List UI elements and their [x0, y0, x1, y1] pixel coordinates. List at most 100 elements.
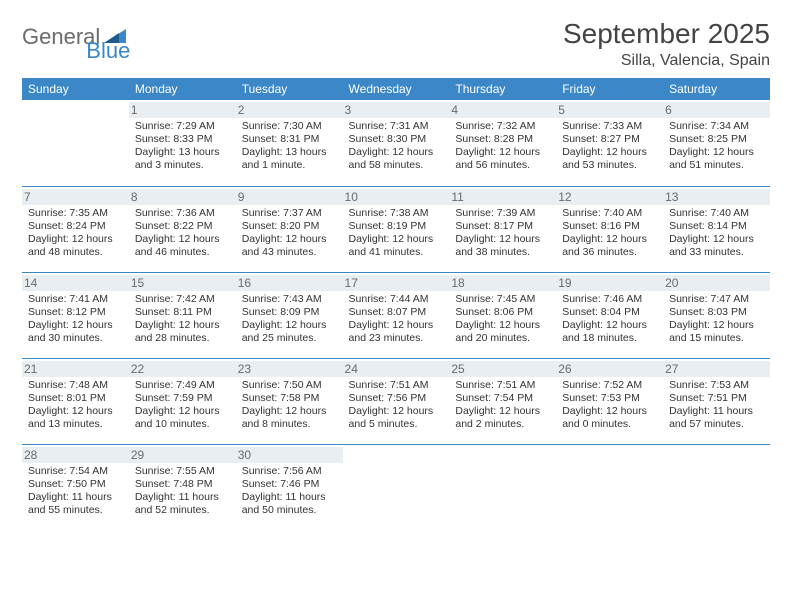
weekday-header: Saturday [663, 78, 770, 100]
calendar-cell: 9Sunrise: 7:37 AMSunset: 8:20 PMDaylight… [236, 186, 343, 272]
cell-line: Sunset: 7:48 PM [135, 478, 230, 491]
header: General Blue September 2025 Silla, Valen… [22, 18, 770, 70]
cell-line: Daylight: 11 hours and 57 minutes. [669, 405, 764, 431]
cell-line: Sunset: 8:22 PM [135, 220, 230, 233]
weekday-header: Wednesday [343, 78, 450, 100]
cell-line: Daylight: 12 hours and 2 minutes. [455, 405, 550, 431]
cell-line: Daylight: 12 hours and 30 minutes. [28, 319, 123, 345]
day-number: 17 [343, 275, 450, 291]
cell-line: Sunrise: 7:33 AM [562, 120, 657, 133]
calendar-week-row: 21 Sunrise: 7:48 AMSunset: 8:01 PM Dayligh… [22, 358, 770, 444]
calendar-cell: 20Sunrise: 7:47 AMSunset: 8:03 PMDayligh… [663, 272, 770, 358]
cell-line: Sunrise: 7:40 AM [562, 207, 657, 220]
calendar-cell: 15Sunrise: 7:42 AMSunset: 8:11 PMDayligh… [129, 272, 236, 358]
cell-line: Sunset: 8:12 PM [28, 306, 123, 319]
cell-line: Sunrise: 7:30 AM [242, 120, 337, 133]
cell-line: Daylight: 12 hours and 5 minutes. [349, 405, 444, 431]
cell-line: Daylight: 12 hours and 0 minutes. [562, 405, 657, 431]
cell-line: Sunrise: 7:35 AM [28, 207, 123, 220]
calendar-cell: 30Sunrise: 7:56 AMSunset: 7:46 PMDayligh… [236, 444, 343, 530]
day-number [449, 447, 556, 463]
calendar-cell: 13Sunrise: 7:40 AMSunset: 8:14 PMDayligh… [663, 186, 770, 272]
calendar-cell [556, 444, 663, 530]
calendar-cell: 1Sunrise: 7:29 AMSunset: 8:33 PMDaylight… [129, 100, 236, 186]
day-number: 21 [22, 361, 129, 377]
cell-line: Sunrise: 7:50 AM [242, 379, 337, 392]
calendar-cell: 26Sunrise: 7:52 AMSunset: 7:53 PMDayligh… [556, 358, 663, 444]
day-number: 4 [449, 102, 556, 118]
cell-line: Sunset: 8:07 PM [349, 306, 444, 319]
cell-line: Sunrise: 7:32 AM [455, 120, 550, 133]
calendar-cell: 23 Sunrise: 7:50 AMSunset: 7:58 PMDayligh… [236, 358, 343, 444]
weekday-header: Friday [556, 78, 663, 100]
calendar-cell: 7Sunrise: 7:35 AMSunset: 8:24 PMDaylight… [22, 186, 129, 272]
calendar-week-row: 7Sunrise: 7:35 AMSunset: 8:24 PMDaylight… [22, 186, 770, 272]
cell-line: Sunrise: 7:31 AM [349, 120, 444, 133]
cell-line: Sunset: 8:09 PM [242, 306, 337, 319]
calendar-cell [449, 444, 556, 530]
calendar-cell: 21Sunrise: 7:48 AMSunset: 8:01 PMDayligh… [22, 358, 129, 444]
cell-line: Daylight: 12 hours and 38 minutes. [455, 233, 550, 259]
cell-line: Sunset: 8:03 PM [669, 306, 764, 319]
day-number: 18 [449, 275, 556, 291]
calendar-week-row: 1Sunrise: 7:29 AMSunset: 8:33 PMDaylight… [22, 100, 770, 186]
logo-word2: Blue [86, 38, 130, 64]
cell-line: Sunrise: 7:56 AM [242, 465, 337, 478]
day-number: 6 [663, 102, 770, 118]
day-number [343, 447, 450, 463]
day-number [663, 447, 770, 463]
day-number: 8 [129, 189, 236, 205]
cell-line: Sunset: 8:01 PM [28, 392, 123, 405]
cell-line: Daylight: 12 hours and 8 minutes. [242, 405, 337, 431]
day-number: 29 [129, 447, 236, 463]
cell-line: Daylight: 12 hours and 20 minutes. [455, 319, 550, 345]
cell-line: Daylight: 12 hours and 25 minutes. [242, 319, 337, 345]
title-block: September 2025 Silla, Valencia, Spain [563, 18, 770, 70]
cell-line: Sunset: 7:54 PM [455, 392, 550, 405]
day-number: 22 [129, 361, 236, 377]
cell-line: Sunset: 8:27 PM [562, 133, 657, 146]
calendar-cell [22, 100, 129, 186]
day-number: 9 [236, 189, 343, 205]
day-number: 30 [236, 447, 343, 463]
calendar-cell: 10Sunrise: 7:38 AMSunset: 8:19 PMDayligh… [343, 186, 450, 272]
cell-line: Sunrise: 7:49 AM [135, 379, 230, 392]
cell-line: Sunset: 8:30 PM [349, 133, 444, 146]
cell-line: Daylight: 12 hours and 10 minutes. [135, 405, 230, 431]
cell-line: Sunset: 7:59 PM [135, 392, 230, 405]
cell-line: Sunset: 8:16 PM [562, 220, 657, 233]
day-number: 20 [663, 275, 770, 291]
cell-line: Sunrise: 7:36 AM [135, 207, 230, 220]
cell-line: Sunset: 8:33 PM [135, 133, 230, 146]
cell-line: Sunset: 7:58 PM [242, 392, 337, 405]
cell-line: Sunrise: 7:38 AM [349, 207, 444, 220]
cell-line: Sunrise: 7:39 AM [455, 207, 550, 220]
cell-line: Sunset: 8:25 PM [669, 133, 764, 146]
cell-line: Sunrise: 7:48 AM [28, 379, 123, 392]
day-number: 25 [449, 361, 556, 377]
day-number: 14 [22, 275, 129, 291]
cell-line: Daylight: 12 hours and 53 minutes. [562, 146, 657, 172]
day-number: 23 [236, 361, 343, 377]
calendar-cell: 4Sunrise: 7:32 AMSunset: 8:28 PMDaylight… [449, 100, 556, 186]
cell-line: Daylight: 12 hours and 48 minutes. [28, 233, 123, 259]
calendar-cell: 29Sunrise: 7:55 AMSunset: 7:48 PMDayligh… [129, 444, 236, 530]
cell-line: Sunrise: 7:44 AM [349, 293, 444, 306]
cell-line: Daylight: 11 hours and 52 minutes. [135, 491, 230, 517]
cell-line: Sunset: 8:04 PM [562, 306, 657, 319]
cell-line: Daylight: 12 hours and 41 minutes. [349, 233, 444, 259]
calendar-table: Sunday Monday Tuesday Wednesday Thursday… [22, 78, 770, 530]
cell-line: Daylight: 12 hours and 28 minutes. [135, 319, 230, 345]
location: Silla, Valencia, Spain [563, 52, 770, 70]
cell-line: Sunrise: 7:40 AM [669, 207, 764, 220]
calendar-cell: 17Sunrise: 7:44 AMSunset: 8:07 PMDayligh… [343, 272, 450, 358]
cell-line: Daylight: 11 hours and 50 minutes. [242, 491, 337, 517]
cell-line: Daylight: 13 hours and 3 minutes. [135, 146, 230, 172]
day-number: 13 [663, 189, 770, 205]
day-number: 11 [449, 189, 556, 205]
calendar-cell: 12Sunrise: 7:40 AMSunset: 8:16 PMDayligh… [556, 186, 663, 272]
cell-line: Sunset: 8:31 PM [242, 133, 337, 146]
cell-line: Daylight: 12 hours and 56 minutes. [455, 146, 550, 172]
calendar-cell: 3Sunrise: 7:31 AMSunset: 8:30 PMDaylight… [343, 100, 450, 186]
cell-line: Sunrise: 7:29 AM [135, 120, 230, 133]
